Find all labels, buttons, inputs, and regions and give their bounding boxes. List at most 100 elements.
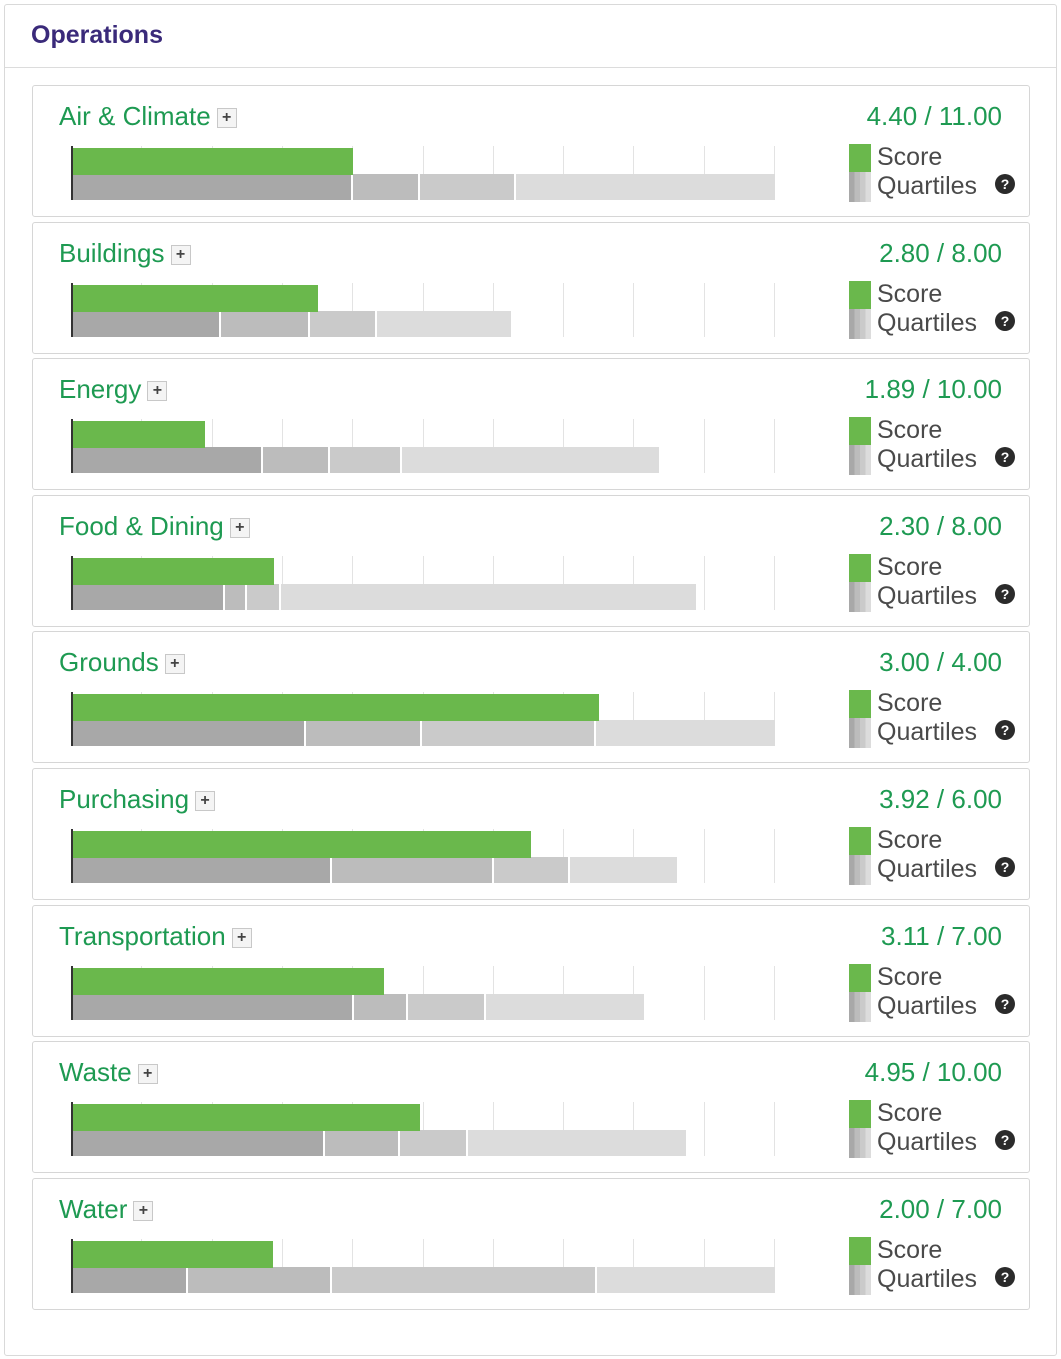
quartile-2-bar	[354, 994, 409, 1020]
grid-tick	[633, 692, 634, 746]
score-bar	[72, 968, 385, 995]
expand-icon[interactable]: +	[170, 245, 191, 265]
category-card-waste: Waste + 4.95 / 10.00 Score Quartiles ?	[32, 1041, 1030, 1173]
expand-icon[interactable]: +	[229, 518, 250, 538]
score-bar	[72, 285, 319, 312]
grid-tick	[352, 283, 353, 337]
legend: Score Quartiles ?	[849, 415, 1024, 477]
question-circle-icon[interactable]: ?	[995, 1267, 1015, 1287]
expand-icon[interactable]: +	[164, 654, 185, 674]
score-swatch	[849, 417, 871, 445]
grid-tick	[563, 829, 564, 883]
grid-tick	[704, 1102, 705, 1156]
quartile-4-bar	[401, 447, 659, 473]
grid-tick	[423, 556, 424, 610]
expand-icon[interactable]: +	[216, 108, 237, 128]
quartile-3-bar	[310, 311, 377, 337]
grid-tick	[282, 1239, 283, 1293]
quartile-2-bar	[305, 720, 422, 746]
category-name[interactable]: Grounds	[59, 647, 159, 677]
category-name[interactable]: Buildings	[59, 238, 165, 268]
legend-quartiles-label: Quartiles	[877, 992, 978, 1020]
quartile-4-bar	[595, 720, 775, 746]
grid-tick	[493, 966, 494, 1020]
quartile-4-bar	[597, 1267, 775, 1293]
legend-score-label: Score	[877, 416, 943, 444]
score-value: 2.30 / 8.00	[879, 511, 1002, 541]
axis-line	[71, 829, 73, 883]
score-value: 2.00 / 7.00	[879, 1194, 1002, 1224]
score-value: 3.92 / 6.00	[879, 784, 1002, 814]
category-name[interactable]: Waste	[59, 1057, 132, 1087]
question-circle-icon[interactable]: ?	[995, 1130, 1015, 1150]
legend: Score Quartiles ?	[849, 1098, 1024, 1160]
expand-icon[interactable]: +	[147, 381, 168, 401]
quartiles-swatch	[849, 309, 871, 339]
score-swatch	[849, 1100, 871, 1128]
grid-tick	[774, 419, 775, 473]
question-circle-icon[interactable]: ?	[995, 311, 1015, 331]
expand-icon[interactable]: +	[137, 1064, 158, 1084]
legend: Score Quartiles ?	[849, 279, 1024, 341]
quartiles-swatch	[849, 582, 871, 612]
axis-line	[71, 966, 73, 1020]
score-swatch	[849, 964, 871, 992]
grid-tick	[774, 692, 775, 746]
legend-quartiles-label: Quartiles	[877, 718, 978, 746]
score-bar	[72, 831, 532, 858]
axis-line	[71, 1239, 73, 1293]
question-circle-icon[interactable]: ?	[995, 994, 1015, 1014]
quartiles-swatch	[849, 1128, 871, 1158]
grid-tick	[493, 1239, 494, 1293]
grid-tick	[633, 1239, 634, 1293]
quartile-4-bar	[516, 174, 775, 200]
category-name[interactable]: Food & Dining	[59, 511, 224, 541]
quartile-1-bar	[72, 311, 222, 337]
expand-icon[interactable]: +	[195, 791, 216, 811]
question-circle-icon[interactable]: ?	[995, 584, 1015, 604]
category-name[interactable]: Energy	[59, 374, 142, 404]
score-bar	[72, 148, 354, 175]
score-swatch	[849, 1237, 871, 1265]
grid-tick	[493, 146, 494, 200]
expand-icon[interactable]: +	[133, 1201, 154, 1221]
legend-quartiles-label: Quartiles	[877, 582, 978, 610]
score-swatch	[849, 554, 871, 582]
grid-tick	[423, 966, 424, 1020]
category-name[interactable]: Transportation	[59, 921, 226, 951]
legend-quartiles-label: Quartiles	[877, 172, 978, 200]
score-value: 3.00 / 4.00	[879, 647, 1002, 677]
grid-tick	[493, 556, 494, 610]
quartile-1-bar	[72, 720, 306, 746]
category-card-water: Water + 2.00 / 7.00 Score Quartiles ?	[32, 1178, 1030, 1310]
legend-quartiles-label: Quartiles	[877, 1265, 978, 1293]
quartile-2-bar	[353, 174, 421, 200]
category-name[interactable]: Water	[59, 1194, 128, 1224]
quartile-3-bar	[400, 1130, 468, 1156]
category-name[interactable]: Purchasing	[59, 784, 190, 814]
quartile-3-bar	[420, 174, 517, 200]
grid-tick	[774, 556, 775, 610]
score-chart	[71, 419, 781, 473]
question-circle-icon[interactable]: ?	[995, 174, 1015, 194]
grid-tick	[633, 829, 634, 883]
category-card-food-and-dining: Food & Dining + 2.30 / 8.00 Score Quarti…	[32, 495, 1030, 627]
axis-line	[71, 419, 73, 473]
question-circle-icon[interactable]: ?	[995, 857, 1015, 877]
category-name[interactable]: Air & Climate	[59, 101, 211, 131]
grid-tick	[774, 1102, 775, 1156]
quartile-4-bar	[467, 1130, 687, 1156]
grid-tick	[633, 966, 634, 1020]
grid-tick	[704, 1239, 705, 1293]
category-title: Buildings +	[59, 237, 191, 269]
category-card-energy: Energy + 1.89 / 10.00 Score Quartiles ?	[32, 358, 1030, 490]
quartile-3-bar	[493, 857, 570, 883]
grid-tick	[774, 146, 775, 200]
grid-tick	[704, 966, 705, 1020]
expand-icon[interactable]: +	[231, 928, 252, 948]
category-card-purchasing: Purchasing + 3.92 / 6.00 Score Quartiles…	[32, 768, 1030, 900]
question-circle-icon[interactable]: ?	[995, 720, 1015, 740]
question-circle-icon[interactable]: ?	[995, 447, 1015, 467]
score-swatch	[849, 827, 871, 855]
category-title: Energy +	[59, 373, 168, 405]
